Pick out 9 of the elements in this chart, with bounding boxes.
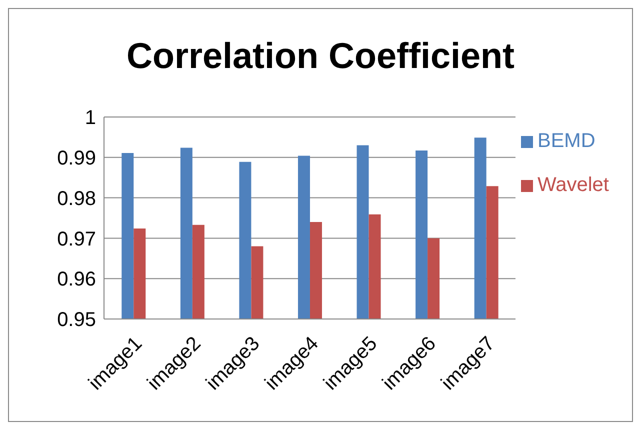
y-tick-label: 0.96 xyxy=(57,268,96,291)
legend-label: Wavelet xyxy=(537,174,609,196)
legend-label: BEMD xyxy=(537,130,596,152)
chart-title: Correlation Coefficient xyxy=(125,35,516,77)
y-tick-label: 0.99 xyxy=(57,148,96,170)
y-tick-label: 0.98 xyxy=(57,188,96,210)
y-tick-label: 1 xyxy=(84,107,96,130)
y-tick-label: 0.95 xyxy=(57,309,96,332)
y-tick-label: 0.97 xyxy=(57,228,96,250)
